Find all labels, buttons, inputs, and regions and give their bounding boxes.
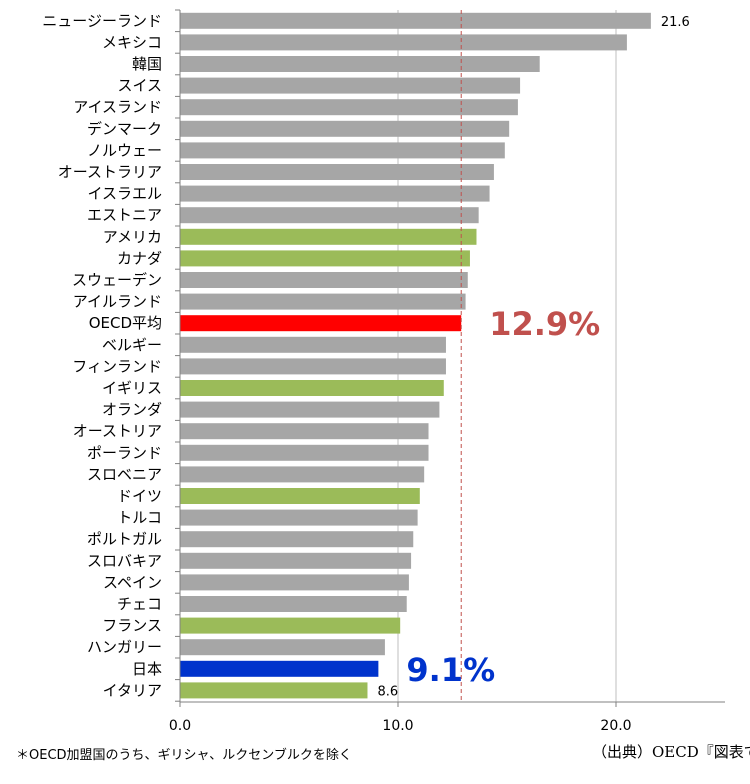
category-label: スロバキア [87,552,162,570]
bar [180,617,401,634]
category-label: OECD平均 [89,314,162,332]
category-label: カナダ [117,249,162,267]
bar [180,466,425,483]
bar [180,380,444,396]
bar [180,293,466,310]
bar [180,207,479,224]
bar [180,185,490,202]
category-label: フランス [102,617,162,635]
bar [180,531,414,548]
bar [180,401,440,418]
bar [180,574,409,591]
category-label: 韓国 [132,55,162,73]
bar [180,77,521,94]
category-label: オーストリア [73,422,162,440]
bar [180,444,429,461]
data-label: 8.6 [377,684,398,699]
category-label: ベルギー [102,336,162,354]
category-label: フィンランド [72,357,162,375]
category-label: スロベニア [87,465,162,483]
category-label: スウェーデン [72,271,162,289]
category-label: スペイン [103,573,162,591]
bar [180,639,385,656]
x-tick-label: 0.0 [169,718,191,734]
bar [180,142,505,159]
category-label: トルコ [117,509,162,527]
category-label: イスラエル [87,185,162,203]
bar-chart: ニュージーランドメキシコ韓国スイスアイスランドデンマークノルウェーオーストラリア… [42,9,725,734]
bar [180,34,627,51]
category-label: ポーランド [87,444,162,462]
category-label: エストニア [87,206,162,224]
bar [180,228,477,245]
category-label: アイルランド [73,293,162,311]
bar [180,660,379,677]
category-label: 日本 [132,660,162,678]
bar [180,164,494,180]
x-tick-label: 10.0 [382,718,413,734]
category-label: ハンガリー [87,638,162,656]
category-label: アメリカ [103,228,162,246]
bar [180,509,418,526]
bar [180,315,462,332]
bar [180,552,412,569]
category-label: イタリア [103,681,162,699]
category-label: メキシコ [102,33,162,51]
bar [180,488,420,504]
category-label: チェコ [117,595,162,613]
category-label: ポルトガル [87,530,162,548]
category-label: イギリス [102,379,162,397]
category-label: オーストラリア [58,163,162,181]
data-label: 21.6 [661,15,690,30]
category-label: ニュージーランド [42,12,162,30]
category-label: ドイツ [117,487,162,505]
x-tick-label: 20.0 [600,718,631,734]
annotation: 9.1% [406,651,495,689]
bar [180,682,368,699]
category-label: オランダ [102,401,162,419]
bar [180,596,407,612]
footnote: ＊OECD加盟国のうち、ギリシャ、ルクセンブルクを除く [16,748,352,763]
bar [180,336,446,353]
bar [180,99,518,116]
bar [180,358,446,375]
bar [180,272,468,288]
bar [180,423,429,440]
bar [180,250,470,267]
category-label: ノルウェー [87,141,162,159]
annotation: 12.9% [489,305,600,343]
category-label: スイス [117,77,162,95]
category-label: アイスランド [73,98,162,116]
category-label: デンマーク [87,120,162,138]
source-note: （出典）OECD『図表で [592,743,750,761]
bar [180,120,510,137]
bar [180,56,540,72]
bar [180,12,651,29]
